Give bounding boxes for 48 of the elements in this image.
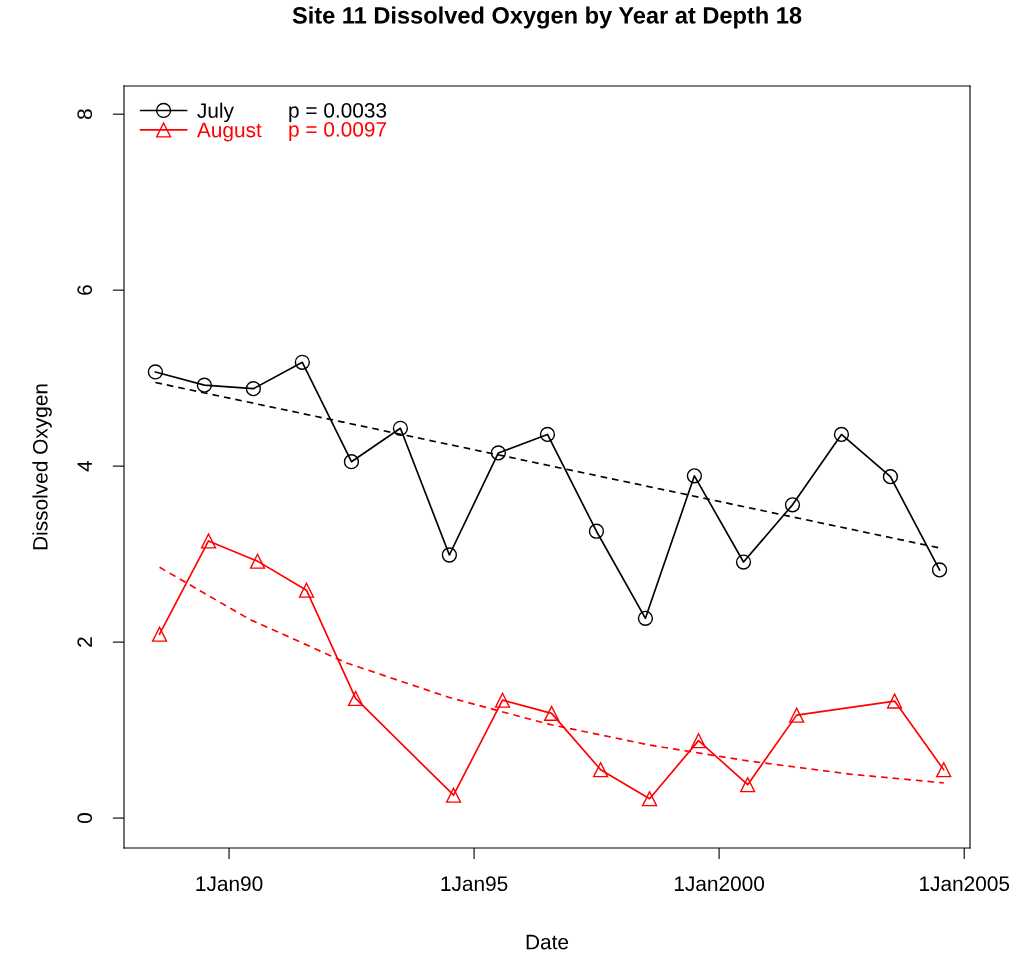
point: [147, 364, 164, 380]
point: [445, 787, 462, 803]
point: [686, 468, 703, 484]
point: [245, 381, 261, 397]
point: [641, 791, 658, 807]
point: [637, 610, 654, 626]
point: [931, 562, 948, 578]
y-tick-label: 2: [77, 637, 92, 647]
point: [882, 469, 899, 485]
point: [196, 377, 213, 393]
point: [539, 426, 556, 443]
point: [347, 690, 364, 707]
y-tick-label: 6: [77, 285, 93, 295]
point: [833, 426, 850, 443]
legend-label: August: [196, 122, 262, 142]
point: [343, 454, 360, 470]
legend-label: July: [197, 102, 234, 123]
point: [392, 420, 409, 436]
point: [294, 354, 310, 370]
point: [151, 626, 168, 642]
point: [441, 547, 458, 563]
point: [936, 762, 952, 778]
y-tick-label: 0: [77, 813, 93, 824]
point: [588, 523, 605, 539]
x-tick-label: 1Jan2005: [920, 876, 1010, 892]
x-tick-label: 1Jan90: [196, 876, 263, 892]
x-tick-label: 1Jan95: [441, 876, 508, 892]
point: [740, 777, 756, 793]
annotation: p = 0.0033: [289, 103, 387, 122]
point: [789, 707, 805, 723]
point: [543, 705, 560, 722]
point: [784, 497, 801, 513]
point: [249, 553, 266, 569]
y-axis-title: Dissolved Oxygen: [32, 384, 52, 550]
point: [690, 733, 707, 749]
point: [200, 533, 217, 549]
x-axis-title: Date: [526, 934, 569, 950]
x-tick-label: 1Jan2000: [674, 876, 765, 892]
point: [298, 582, 315, 598]
point: [490, 445, 506, 461]
point: [886, 693, 903, 709]
y-tick-label: 4: [77, 460, 92, 472]
chart-title: Site 11 Dissolved Oxygen by Year at Depth 18: [292, 6, 802, 29]
point: [494, 692, 511, 708]
point: [735, 554, 752, 570]
annotation: p = 0.0097: [289, 122, 386, 141]
point: [592, 762, 609, 778]
y-tick-label: 8: [77, 109, 93, 120]
